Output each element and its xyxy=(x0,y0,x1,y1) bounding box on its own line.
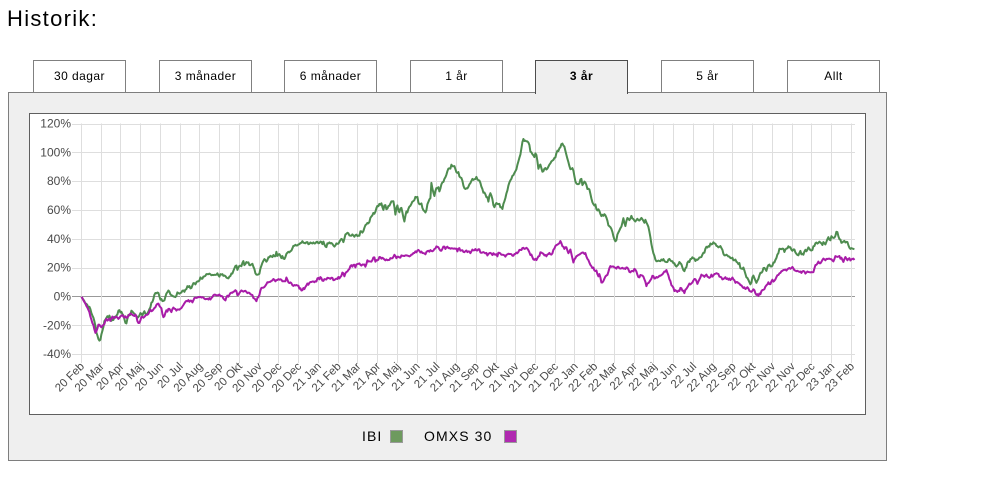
svg-text:20%: 20% xyxy=(47,261,71,275)
svg-text:100%: 100% xyxy=(40,145,71,159)
svg-text:0%: 0% xyxy=(54,290,72,304)
svg-text:60%: 60% xyxy=(47,203,71,217)
svg-text:40%: 40% xyxy=(47,232,71,246)
svg-text:-40%: -40% xyxy=(43,347,71,361)
svg-text:80%: 80% xyxy=(47,174,71,188)
svg-text:-20%: -20% xyxy=(43,318,71,332)
svg-text:120%: 120% xyxy=(40,117,71,131)
